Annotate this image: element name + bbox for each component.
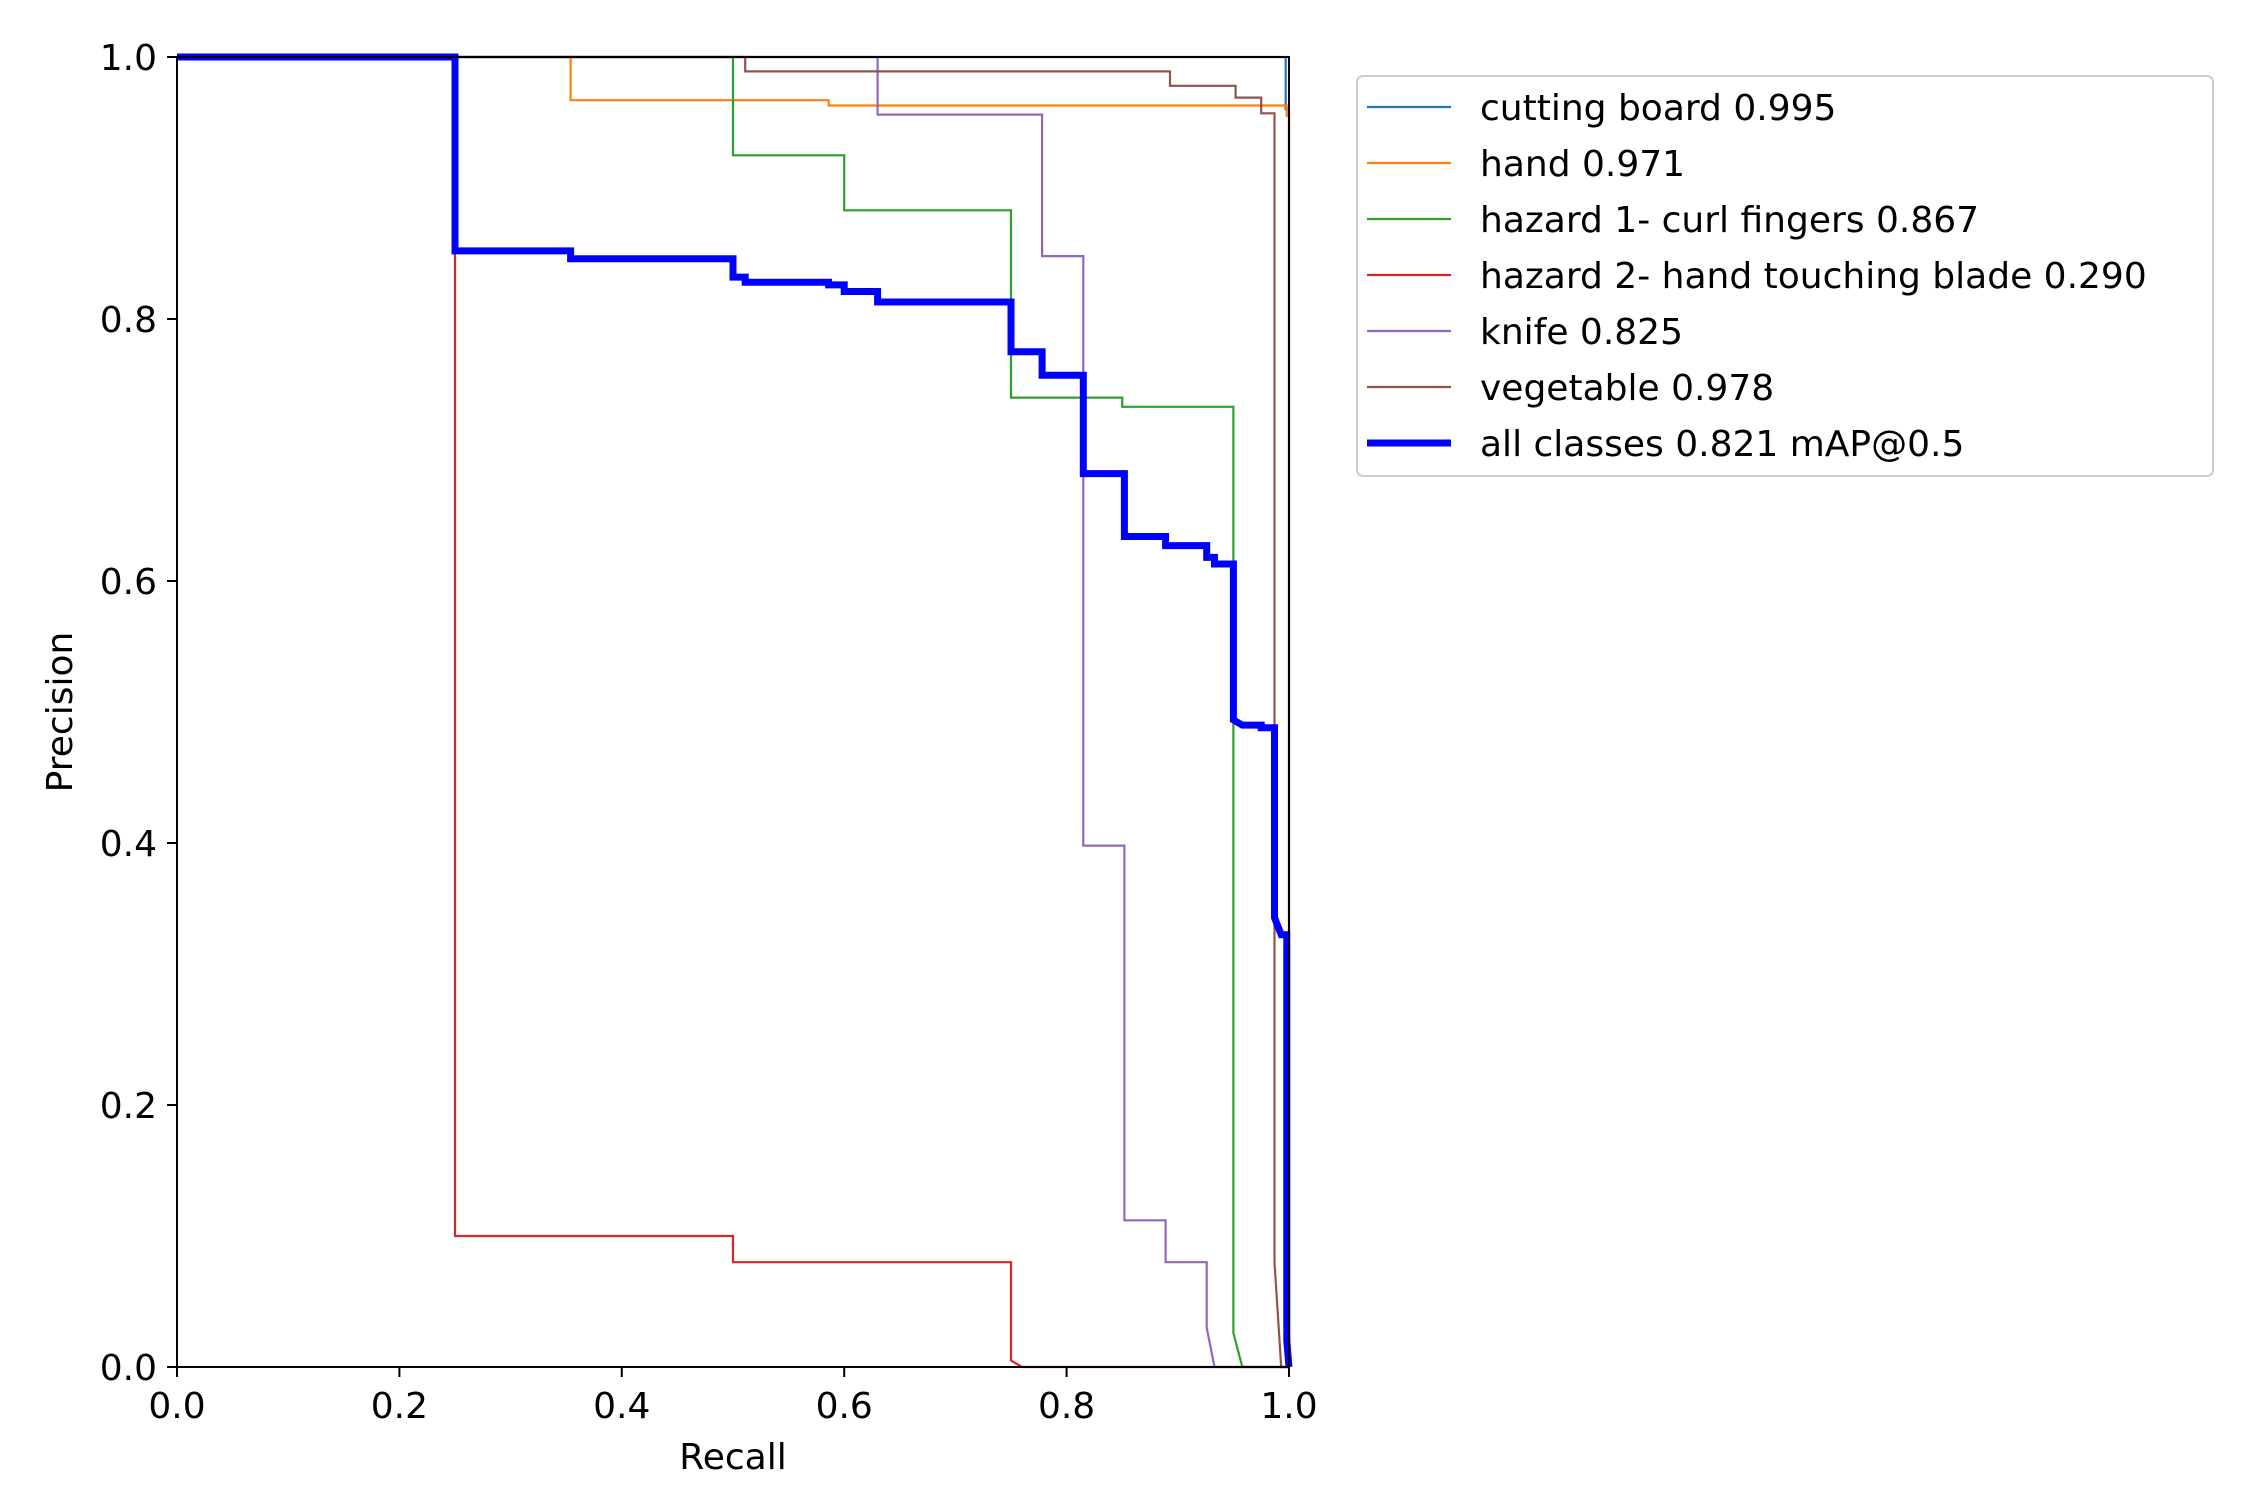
x-tick-label: 0.2	[371, 1386, 428, 1427]
y-tick-label: 0.8	[100, 300, 157, 341]
legend-label: hazard 2- hand touching blade 0.290	[1480, 256, 2147, 297]
y-axis: 0.0 0.2 0.4 0.6 0.8 1.0	[100, 38, 177, 1389]
legend-label: cutting board 0.995	[1480, 88, 1836, 129]
y-tick-label: 0.0	[100, 1348, 157, 1389]
y-tick-label: 1.0	[100, 38, 157, 79]
series-line-3	[177, 55, 1289, 1369]
series-line-6	[177, 53, 1293, 1368]
legend: cutting board 0.995 hand 0.971 hazard 1- c…	[1356, 75, 2214, 477]
series-layer	[177, 53, 1293, 1369]
series-line-1	[177, 55, 1291, 1367]
series-line-4	[177, 55, 1289, 1369]
series-line-2	[177, 55, 1289, 1369]
x-tick-label: 0.8	[1038, 1386, 1095, 1427]
x-axis: 0.0 0.2 0.4 0.6 0.8 1.0	[148, 1367, 1318, 1427]
x-tick-label: 1.0	[1260, 1386, 1317, 1427]
series-line-0	[177, 55, 1291, 1367]
y-tick-label: 0.6	[100, 562, 157, 603]
series-line-5	[177, 55, 1289, 1369]
legend-label: knife 0.825	[1480, 312, 1683, 353]
legend-label: hazard 1- curl fingers 0.867	[1480, 200, 1979, 241]
x-tick-label: 0.6	[816, 1386, 873, 1427]
legend-frame	[1356, 75, 2214, 477]
legend-label: hand 0.971	[1480, 144, 1685, 185]
y-tick-label: 0.4	[100, 824, 157, 865]
x-axis-label: Recall	[679, 1437, 786, 1478]
x-tick-label: 0.4	[593, 1386, 650, 1427]
legend-label: vegetable 0.978	[1480, 368, 1774, 409]
legend-label: all classes 0.821 mAP@0.5	[1480, 424, 1964, 465]
y-tick-label: 0.2	[100, 1086, 157, 1127]
x-tick-label: 0.0	[148, 1386, 205, 1427]
plot-frame	[176, 56, 1290, 1368]
y-axis-label: Precision	[40, 632, 81, 793]
